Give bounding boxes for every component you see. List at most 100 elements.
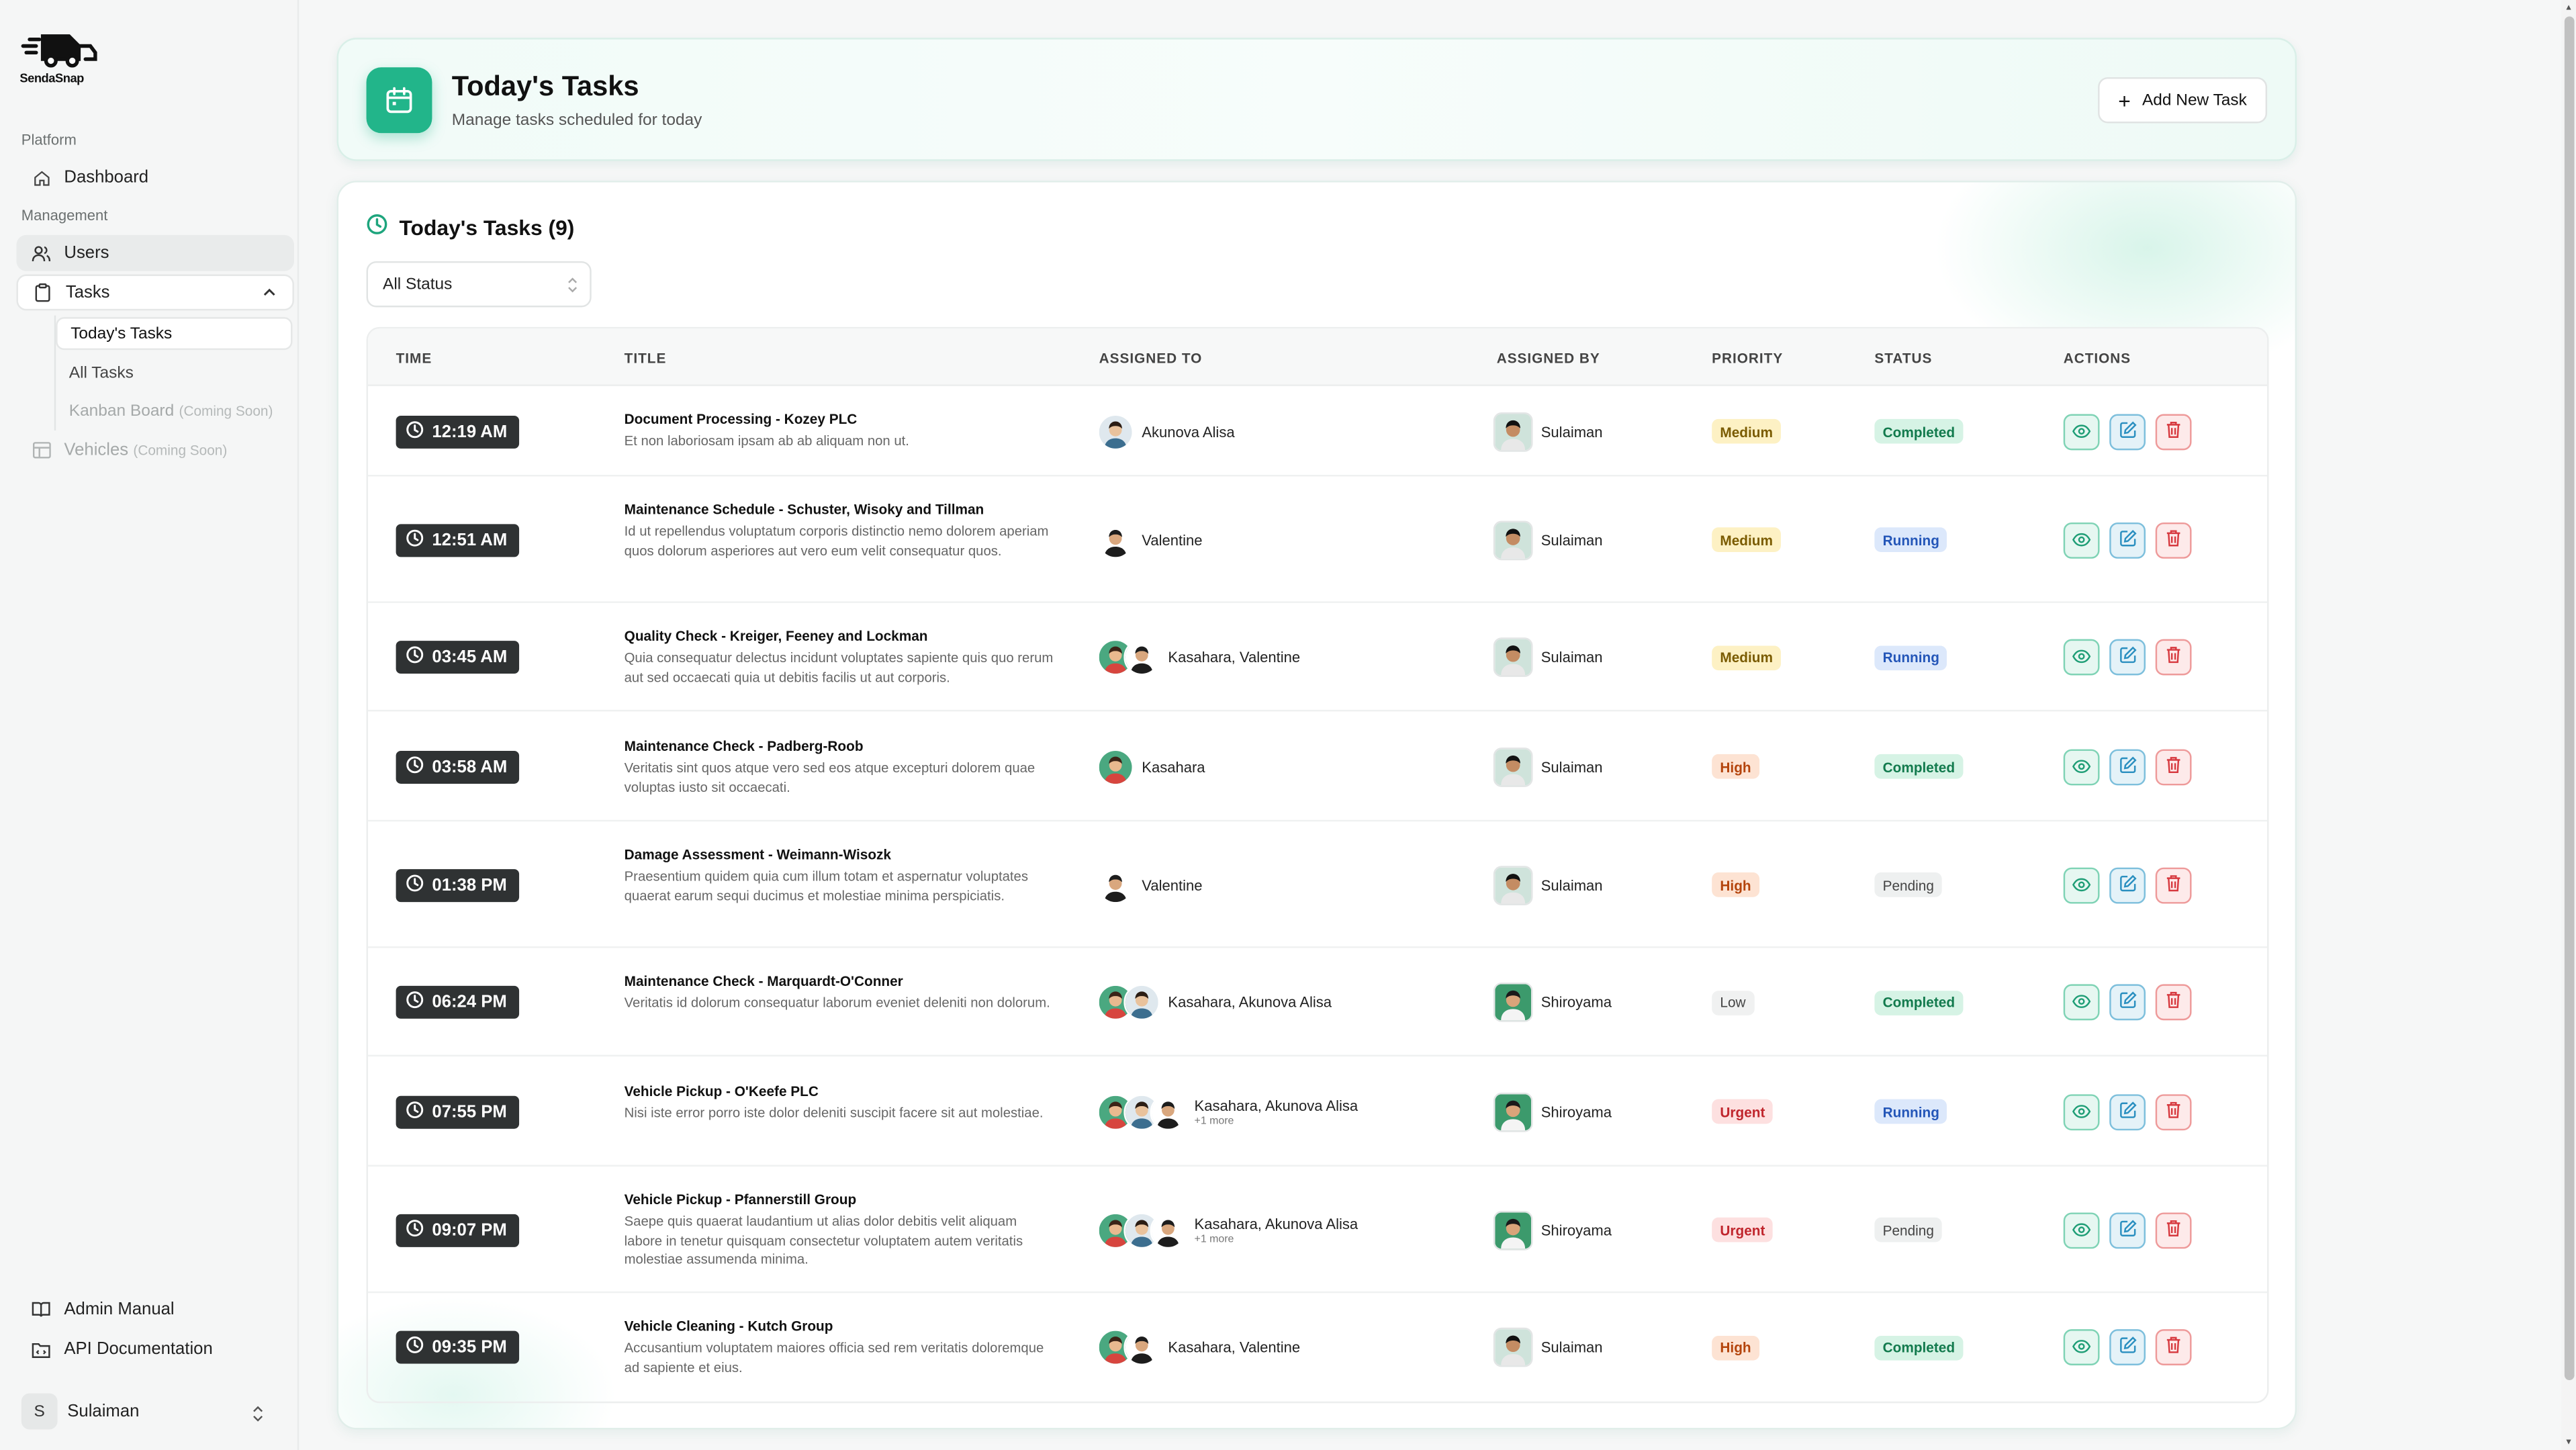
assignee-names: Kasahara, Akunova Alisa bbox=[1168, 994, 1332, 1011]
task-title[interactable]: Vehicle Pickup - O'Keefe PLC bbox=[624, 1083, 819, 1099]
edit-button[interactable] bbox=[2109, 1212, 2146, 1249]
scroll-down-arrow-icon[interactable]: ▼ bbox=[2564, 1437, 2573, 1448]
table-row[interactable]: 09:35 PM Vehicle Cleaning - Kutch Group Ac… bbox=[368, 1293, 2267, 1401]
edit-button[interactable] bbox=[2109, 521, 2146, 558]
table-row[interactable]: 09:07 PM Vehicle Pickup - Pfannerstill Gr… bbox=[368, 1167, 2268, 1294]
status-badge: Completed bbox=[1874, 754, 1964, 779]
add-new-task-button[interactable]: + Add New Task bbox=[2098, 77, 2268, 124]
sidebar-item-label: Admin Manual bbox=[64, 1300, 175, 1320]
assignee-avatar bbox=[1123, 639, 1160, 676]
view-button[interactable] bbox=[2063, 521, 2100, 558]
row-actions bbox=[2063, 413, 2202, 450]
task-title[interactable]: Damage Assessment - Weimann-Wisozk bbox=[624, 846, 891, 863]
status-badge: Pending bbox=[1874, 1217, 1943, 1242]
view-button[interactable] bbox=[2063, 639, 2100, 676]
assigned-by: Shiroyama bbox=[1493, 1091, 1612, 1132]
sidebar-subitem-todays-tasks[interactable]: Today's Tasks bbox=[56, 317, 293, 351]
assigner-name: Shiroyama bbox=[1540, 1221, 1612, 1238]
eye-icon bbox=[2072, 525, 2091, 555]
column-header-actions: ACTIONS bbox=[2063, 350, 2131, 367]
delete-button[interactable] bbox=[2155, 413, 2192, 450]
assignee-more[interactable]: +1 more bbox=[1194, 1114, 1234, 1127]
sidebar-item-api-docs[interactable]: API Documentation bbox=[16, 1331, 293, 1367]
delete-button[interactable] bbox=[2155, 1093, 2192, 1130]
edit-icon bbox=[2119, 870, 2137, 899]
time-badge: 03:58 AM bbox=[396, 750, 519, 783]
sidebar-item-admin-manual[interactable]: Admin Manual bbox=[16, 1292, 293, 1328]
table-row[interactable]: 06:24 PM Maintenance Check - Marquardt-O'… bbox=[368, 948, 2268, 1057]
view-button[interactable] bbox=[2063, 413, 2100, 450]
view-button[interactable] bbox=[2063, 748, 2100, 785]
scroll-up-arrow-icon[interactable]: ▲ bbox=[2564, 3, 2573, 13]
delete-button[interactable] bbox=[2155, 639, 2192, 676]
sidebar-subitem-label: Today's Tasks bbox=[71, 324, 173, 343]
sidebar-item-label: Users bbox=[64, 243, 109, 263]
assignee-avatar bbox=[1123, 1329, 1160, 1365]
delivery-truck-icon bbox=[21, 34, 97, 68]
clock-icon bbox=[406, 645, 424, 668]
sidebar-item-tasks[interactable]: Tasks bbox=[16, 274, 294, 311]
task-title[interactable]: Maintenance Check - Marquardt-O'Conner bbox=[624, 972, 903, 989]
assigned-to: Valentine bbox=[1097, 521, 1202, 558]
eye-icon bbox=[2072, 1332, 2091, 1362]
view-button[interactable] bbox=[2063, 984, 2100, 1021]
edit-button[interactable] bbox=[2109, 984, 2146, 1021]
edit-button[interactable] bbox=[2109, 748, 2146, 785]
table-row[interactable]: 01:38 PM Damage Assessment - Weimann-Wiso… bbox=[368, 821, 2268, 948]
page-scrollbar[interactable]: ▲ ▼ bbox=[2561, 0, 2576, 1450]
task-title[interactable]: Quality Check - Kreiger, Feeney and Lock… bbox=[624, 627, 928, 645]
view-button[interactable] bbox=[2063, 1093, 2100, 1130]
view-button[interactable] bbox=[2063, 1329, 2100, 1365]
table-row[interactable]: 12:19 AM Document Processing - Kozey PLC E… bbox=[368, 386, 2268, 477]
assignee-names-block: Kasahara, Akunova Alisa bbox=[1168, 994, 1332, 1010]
sidebar-item-label: Vehicles bbox=[64, 440, 129, 461]
delete-button[interactable] bbox=[2155, 521, 2192, 558]
priority-badge: High bbox=[1712, 872, 1759, 897]
assigned-by: Sulaiman bbox=[1493, 520, 1603, 560]
trash-icon bbox=[2165, 643, 2181, 672]
view-button[interactable] bbox=[2063, 1212, 2100, 1249]
status-badge: Completed bbox=[1874, 1334, 1964, 1360]
edit-button[interactable] bbox=[2109, 866, 2146, 903]
delete-button[interactable] bbox=[2155, 748, 2192, 785]
row-actions bbox=[2063, 1212, 2202, 1249]
task-title[interactable]: Maintenance Check - Padberg-Roob bbox=[624, 737, 864, 754]
assigned-to: Valentine bbox=[1097, 866, 1202, 903]
chevron-up-icon[interactable] bbox=[261, 284, 277, 306]
table-row[interactable]: 03:45 AM Quality Check - Kreiger, Feeney … bbox=[368, 603, 2268, 712]
scrollbar-thumb[interactable] bbox=[2564, 16, 2575, 1381]
assignee-avatar bbox=[1123, 984, 1160, 1021]
task-title[interactable]: Document Processing - Kozey PLC bbox=[624, 410, 858, 428]
task-title[interactable]: Vehicle Pickup - Pfannerstill Group bbox=[624, 1191, 857, 1208]
edit-button[interactable] bbox=[2109, 1329, 2146, 1365]
time-badge: 12:19 AM bbox=[396, 414, 519, 448]
delete-button[interactable] bbox=[2155, 1212, 2192, 1249]
edit-button[interactable] bbox=[2109, 639, 2146, 676]
edit-button[interactable] bbox=[2109, 1093, 2146, 1130]
time-badge: 07:55 PM bbox=[396, 1095, 518, 1128]
brand-logo[interactable]: SendaSnap bbox=[19, 30, 105, 89]
table-row[interactable]: 03:58 AM Maintenance Check - Padberg-Roob… bbox=[368, 711, 2268, 822]
table-row[interactable]: 07:55 PM Vehicle Pickup - O'Keefe PLC Nisi… bbox=[368, 1056, 2268, 1167]
status-badge: Running bbox=[1874, 1099, 1948, 1124]
table-row[interactable]: 12:51 AM Maintenance Schedule - Schuster,… bbox=[368, 476, 2268, 603]
edit-button[interactable] bbox=[2109, 413, 2146, 450]
user-menu[interactable]: S Sulaiman bbox=[21, 1392, 268, 1431]
priority-badge: Medium bbox=[1712, 527, 1782, 553]
delete-button[interactable] bbox=[2155, 866, 2192, 903]
task-description: Nisi iste error porro iste dolor delenit… bbox=[624, 1104, 1044, 1121]
view-button[interactable] bbox=[2063, 866, 2100, 903]
priority-badge: Low bbox=[1712, 989, 1754, 1015]
task-title[interactable]: Vehicle Cleaning - Kutch Group bbox=[624, 1318, 833, 1334]
delete-button[interactable] bbox=[2155, 1329, 2192, 1365]
sidebar-item-users[interactable]: Users bbox=[16, 234, 294, 271]
sidebar-subitem-all-tasks[interactable]: All Tasks bbox=[56, 357, 292, 390]
delete-button[interactable] bbox=[2155, 984, 2192, 1021]
status-filter-select[interactable]: All Status bbox=[366, 261, 592, 308]
assigner-avatar bbox=[1493, 982, 1533, 1022]
assignee-more[interactable]: +1 more bbox=[1194, 1233, 1234, 1245]
sidebar-subitem-kanban: Kanban Board (Coming Soon) bbox=[56, 394, 292, 427]
assigned-to: Kasahara bbox=[1097, 748, 1205, 785]
task-title[interactable]: Maintenance Schedule - Schuster, Wisoky … bbox=[624, 501, 984, 518]
sidebar-item-dashboard[interactable]: Dashboard bbox=[16, 159, 293, 195]
